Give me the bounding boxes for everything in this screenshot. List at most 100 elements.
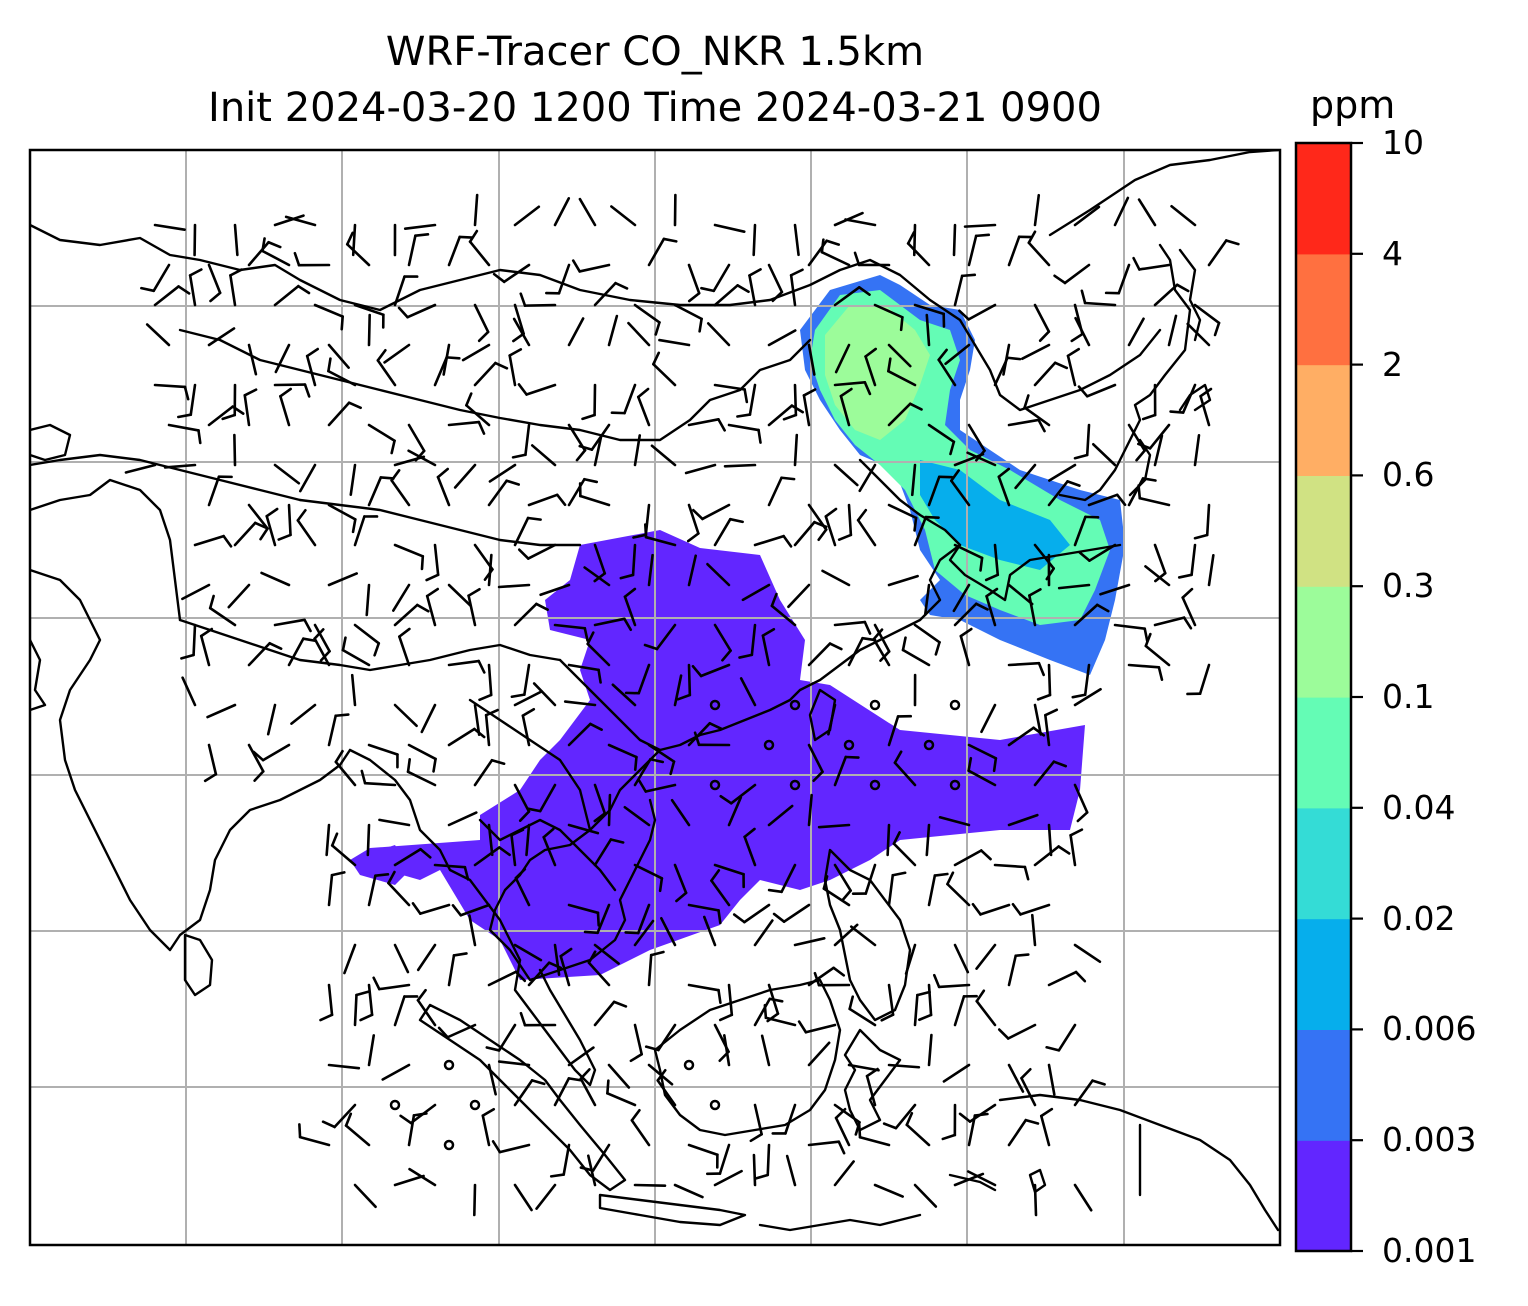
wind-barb: [425, 543, 440, 582]
wind-barb: [513, 1079, 546, 1107]
wind-barb: [767, 263, 784, 303]
wind-barb: [1073, 1079, 1106, 1107]
coastline-lesser-sunda: [758, 1173, 997, 1232]
wind-barb: [367, 873, 390, 907]
wind-barb: [492, 263, 531, 284]
wind-barb: [753, 534, 793, 548]
wind-barb: [787, 583, 811, 609]
wind-barb: [425, 587, 440, 627]
wind-barb: [1144, 565, 1171, 587]
wind-barb: [581, 383, 597, 421]
wind-barb: [519, 292, 557, 307]
wind-barb: [207, 327, 236, 347]
wind-barb: [633, 1183, 667, 1187]
coastline-sri-lanka: [183, 933, 214, 997]
wind-barb: [813, 971, 851, 987]
wind-barb: [487, 553, 493, 587]
coastline-china-east: [658, 543, 962, 752]
wind-barb: [567, 477, 599, 507]
wind-barb: [390, 469, 411, 507]
wind-barb: [770, 592, 797, 627]
wind-barb: [741, 583, 771, 602]
wind-barb: [687, 722, 723, 747]
wind-barb: [512, 317, 531, 347]
colorbar-frame: [1294, 141, 1353, 1253]
wind-barb: [397, 303, 437, 319]
wind-barb: [284, 215, 317, 227]
colorbar-tick-label: 0.04: [1382, 787, 1456, 827]
wind-barb: [1073, 603, 1110, 627]
wind-barb: [1033, 193, 1041, 227]
wind-barb: [273, 618, 312, 633]
wind-barb: [587, 950, 611, 987]
wind-barb: [771, 1103, 797, 1135]
wind-barb: [953, 849, 992, 867]
wind-barb: [967, 743, 998, 773]
wind-barb: [1078, 543, 1117, 562]
wind-barb: [610, 383, 637, 415]
wind-barb: [782, 383, 798, 421]
wind-barb: [893, 750, 917, 787]
wind-barb: [906, 230, 931, 267]
calm-wind-circle: [443, 1059, 455, 1071]
wind-barb: [393, 703, 418, 728]
wind-barb: [692, 503, 731, 521]
calm-wind-circle: [389, 1099, 401, 1111]
wind-barb: [643, 623, 677, 651]
coastline-sulawesi: [843, 1028, 902, 1132]
wind-barb: [325, 823, 331, 857]
wind-barb: [353, 990, 370, 1027]
wind-barb: [587, 1154, 597, 1187]
wind-barb: [1099, 583, 1131, 596]
wind-barb: [447, 811, 478, 827]
wind-barb: [887, 1063, 921, 1069]
wind-barb: [1073, 515, 1100, 547]
wind-barb: [817, 823, 851, 829]
wind-barb: [718, 983, 734, 1022]
wind-barb: [633, 434, 642, 467]
wind-barb: [673, 303, 703, 333]
wind-barb: [748, 268, 762, 307]
wind-barb: [1007, 1118, 1040, 1147]
wind-barb: [593, 434, 603, 467]
wind-barb: [393, 603, 430, 627]
wind-barb: [1073, 943, 1102, 964]
wind-barb: [706, 322, 731, 347]
wind-barb: [1021, 343, 1051, 361]
wind-barb: [378, 818, 411, 827]
wind-barb: [1073, 205, 1101, 227]
wind-barb: [950, 469, 971, 507]
wind-barb: [797, 1020, 837, 1034]
wind-barb: [593, 281, 629, 307]
wind-barb: [1047, 823, 1053, 857]
calm-wind-circle: [683, 1059, 695, 1071]
colorbar-segment: [1296, 918, 1351, 1030]
wind-barb: [739, 677, 757, 707]
wind-barb: [767, 804, 794, 827]
wind-barb: [754, 1143, 771, 1180]
wind-barb: [153, 223, 186, 231]
wind-barb: [243, 388, 258, 427]
wind-barb: [713, 623, 732, 662]
wind-barb: [296, 508, 317, 547]
wind-barb: [630, 1108, 651, 1147]
wind-barb: [511, 423, 531, 459]
wind-barb: [567, 317, 585, 347]
map-title-line-2: Init 2024-03-20 1200 Time 2024-03-21 090…: [208, 85, 1102, 131]
wind-barb: [637, 779, 677, 793]
wind-barb: [1087, 493, 1127, 507]
wind-barb: [1137, 423, 1171, 450]
wind-barb: [1033, 1183, 1038, 1217]
wind-barb: [953, 602, 989, 627]
wind-barb: [207, 263, 222, 303]
wind-barb: [1047, 970, 1087, 987]
wind-barb: [468, 914, 477, 947]
wind-barb: [334, 749, 357, 787]
wind-barb: [416, 943, 437, 972]
wind-barb: [510, 663, 531, 699]
wind-barb: [1077, 383, 1117, 398]
wind-barb: [913, 303, 946, 328]
wind-barb: [461, 343, 491, 362]
wind-barb: [1169, 383, 1197, 414]
calm-wind-circle: [843, 739, 855, 751]
